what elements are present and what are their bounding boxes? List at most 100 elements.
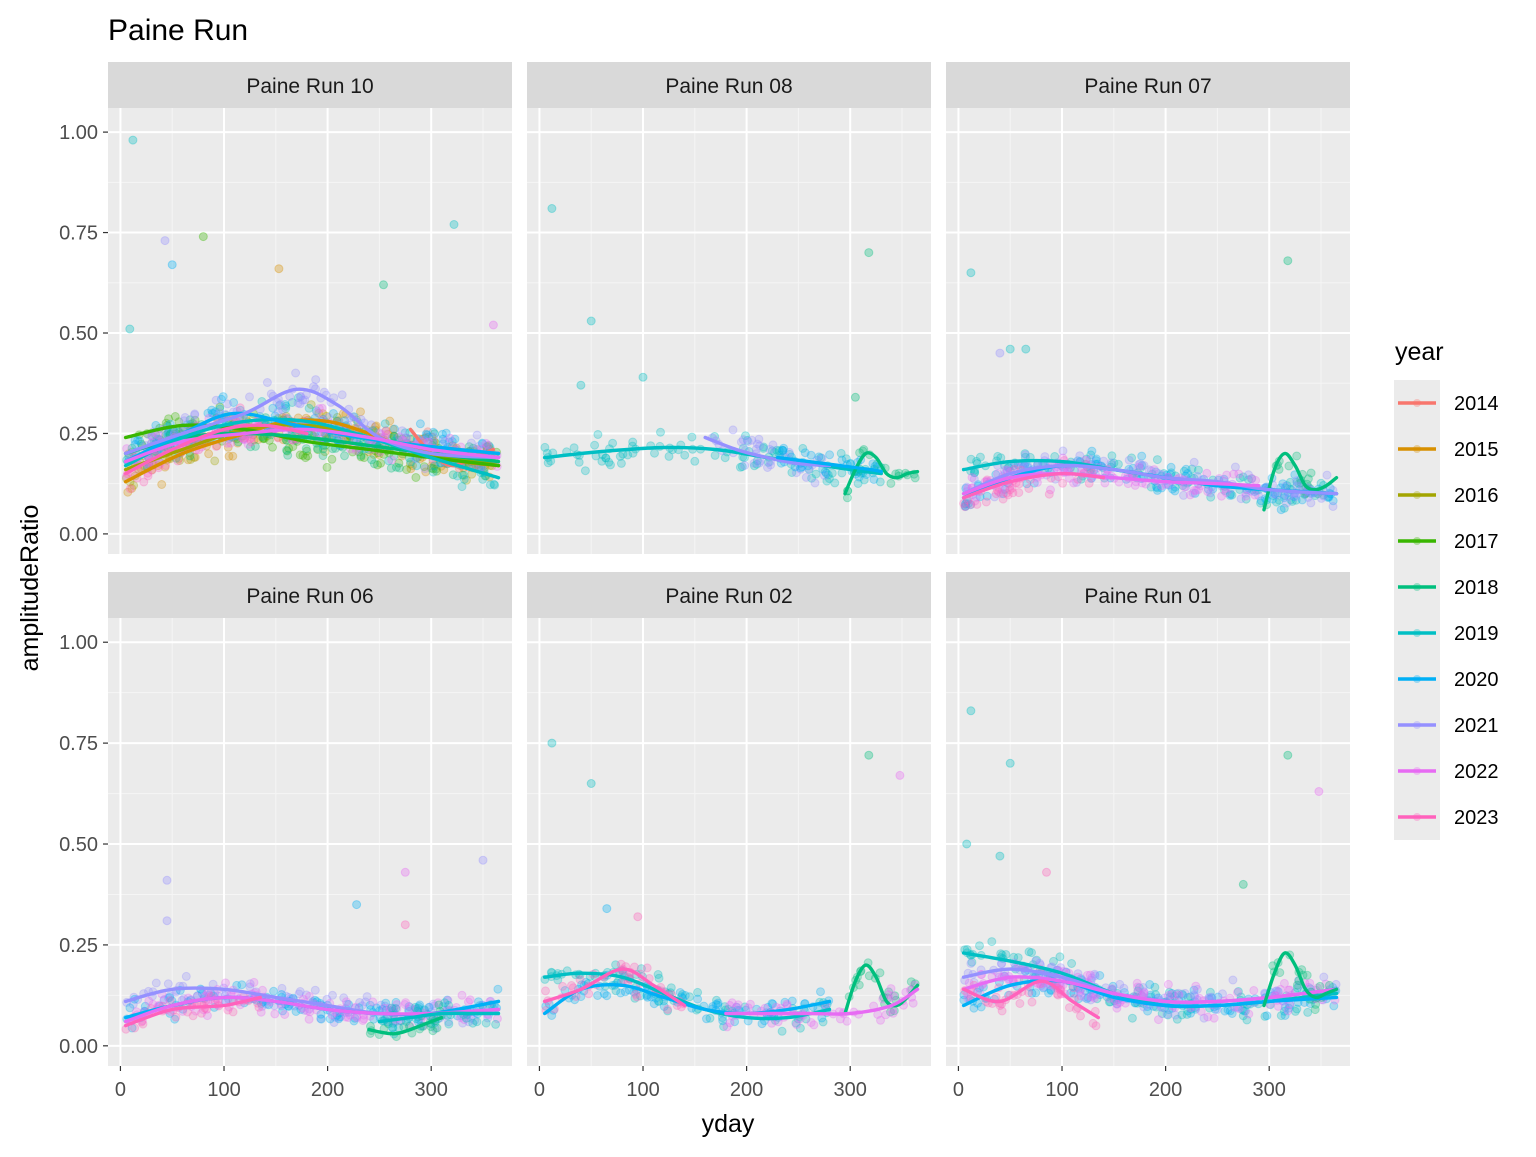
data-point	[1272, 497, 1281, 507]
data-point	[224, 451, 234, 461]
data-point	[165, 993, 175, 1002]
smooth-lines	[961, 451, 1339, 512]
data-point	[772, 445, 782, 455]
data-point	[570, 995, 580, 1005]
x-tick-label: 200	[311, 1079, 344, 1101]
data-point	[316, 1014, 326, 1024]
data-point	[755, 458, 764, 468]
data-point	[223, 442, 233, 452]
data-point	[301, 444, 311, 454]
data-point	[358, 1016, 368, 1025]
data-point	[253, 435, 263, 445]
data-point	[685, 992, 695, 1002]
data-point	[228, 1007, 238, 1017]
data-point	[1241, 491, 1251, 501]
facet-strip-label: Paine Run 07	[1084, 75, 1211, 98]
data-point	[720, 1002, 730, 1012]
data-point	[1286, 495, 1296, 505]
data-point	[1234, 469, 1244, 479]
data-point	[226, 438, 236, 448]
data-point	[415, 1000, 425, 1010]
data-point	[400, 428, 410, 438]
data-point	[821, 468, 831, 478]
data-point	[438, 429, 447, 439]
data-point	[1206, 492, 1216, 502]
data-point	[303, 451, 313, 461]
data-point	[1181, 464, 1191, 474]
legend-label: 2022	[1454, 761, 1499, 783]
data-point	[359, 1014, 369, 1024]
data-point	[1137, 461, 1147, 470]
legend-label: 2018	[1454, 577, 1499, 599]
data-point	[1133, 987, 1143, 997]
data-point	[129, 480, 139, 490]
data-point	[293, 398, 303, 408]
data-point	[656, 427, 665, 437]
data-point	[239, 435, 249, 445]
data-point	[663, 1006, 673, 1016]
data-point	[791, 468, 801, 478]
x-tick-label: 0	[953, 1079, 964, 1101]
data-point	[810, 478, 820, 488]
data-point	[749, 458, 759, 468]
data-point	[754, 434, 764, 444]
data-point	[423, 427, 433, 437]
facet-panel: Paine Run 06 0.00 0.25 0.50 0.75 1.00 0 100 200 3…	[59, 572, 512, 1101]
data-point	[477, 438, 487, 448]
data-point	[540, 442, 550, 452]
data-point	[318, 451, 328, 461]
data-point	[743, 1003, 753, 1013]
data-point	[430, 461, 440, 471]
data-point	[1191, 486, 1201, 495]
data-point	[766, 460, 776, 470]
data-point	[616, 988, 626, 998]
data-point	[371, 421, 381, 431]
data-point	[1278, 479, 1288, 489]
data-point	[631, 989, 641, 999]
data-point	[825, 450, 835, 460]
data-point	[402, 433, 412, 443]
data-point	[151, 978, 161, 988]
data-point	[420, 433, 430, 443]
data-point	[1127, 1013, 1137, 1023]
data-point	[981, 497, 991, 507]
data-point	[322, 462, 332, 472]
data-point	[390, 424, 399, 434]
data-point	[457, 990, 467, 1000]
data-point	[1306, 468, 1316, 478]
data-point	[1134, 460, 1144, 470]
data-point	[740, 461, 750, 470]
data-point	[162, 916, 172, 926]
data-point	[606, 460, 615, 470]
data-point	[642, 963, 652, 973]
data-point	[1279, 493, 1289, 503]
data-point	[774, 446, 784, 456]
data-point	[235, 403, 245, 413]
data-point	[478, 474, 488, 484]
data-point	[1024, 484, 1034, 493]
data-point	[1027, 948, 1036, 958]
data-point	[1086, 992, 1096, 1002]
y-tick-label: 0.00	[59, 524, 98, 546]
data-point	[488, 320, 498, 330]
data-point	[207, 405, 217, 415]
data-point	[411, 473, 421, 482]
data-point	[1099, 456, 1109, 466]
data-point	[1113, 459, 1123, 469]
data-point	[445, 433, 455, 443]
data-point	[1058, 446, 1068, 456]
data-point	[1154, 1015, 1163, 1025]
data-point	[777, 445, 787, 455]
data-point	[850, 392, 860, 402]
data-point	[818, 1017, 828, 1027]
data-point	[301, 453, 310, 463]
data-point	[1003, 490, 1013, 500]
data-point	[1217, 491, 1226, 501]
data-point	[341, 997, 351, 1007]
data-point	[190, 409, 200, 419]
data-point	[1244, 470, 1253, 480]
data-point	[385, 416, 395, 426]
data-point	[295, 450, 305, 460]
data-point	[576, 992, 586, 1002]
data-point	[814, 452, 824, 462]
